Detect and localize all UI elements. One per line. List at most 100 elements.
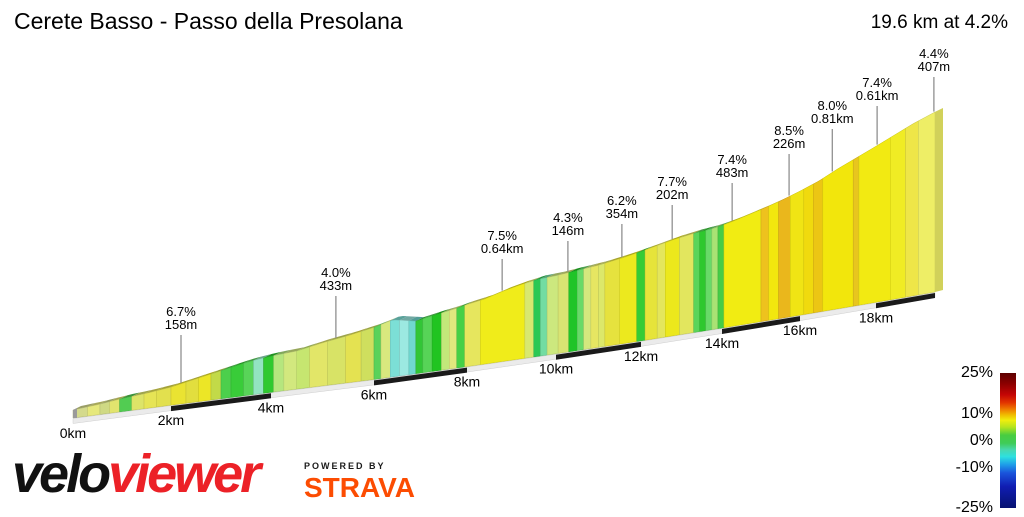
profile-segment-top	[449, 304, 465, 311]
profile-segment	[390, 319, 400, 378]
brand-viewer: viewer	[108, 444, 261, 504]
profile-segment	[619, 252, 637, 345]
profile-segment	[546, 274, 559, 356]
profile-segment	[131, 393, 145, 411]
profile-segment-top	[636, 246, 654, 253]
profile-segment-top	[283, 347, 305, 354]
x-axis-label: 18km	[859, 309, 893, 325]
profile-segment	[905, 120, 919, 298]
profile-segment-top	[422, 311, 441, 319]
profile-segment	[852, 155, 860, 307]
profile-segment	[665, 237, 680, 338]
profile-segment-top	[408, 316, 424, 322]
profile-segment	[760, 205, 770, 322]
profile-segment	[778, 195, 791, 319]
profile-segment	[464, 300, 481, 368]
x-axis-black-bar	[556, 341, 641, 360]
gradient-annotation: 8.5% 226m	[773, 123, 806, 151]
profile-segment	[456, 305, 465, 369]
x-axis-label: 4km	[258, 399, 284, 415]
profile-segment	[422, 315, 433, 373]
profile-segment	[557, 272, 569, 354]
profile-segment-top	[253, 354, 272, 361]
profile-segment	[693, 231, 700, 333]
profile-segment-top	[583, 263, 599, 269]
profile-segment	[408, 320, 417, 375]
profile-segment	[890, 127, 906, 301]
profile-segment-top	[99, 397, 118, 405]
profile-segment	[119, 396, 133, 413]
profile-segment	[399, 319, 410, 377]
profile-segment-top	[598, 259, 613, 266]
profile-segment	[768, 201, 779, 321]
profile-segment	[636, 249, 646, 342]
profile-segment	[918, 111, 936, 296]
profile-segment	[345, 331, 362, 384]
profile-segment	[441, 310, 450, 371]
profile-segment-top	[540, 273, 556, 279]
profile-segment	[540, 277, 548, 357]
x-axis-black-bar	[171, 393, 271, 412]
x-axis-label: 14km	[705, 335, 739, 351]
profile-end-cap	[935, 108, 943, 292]
profile-segment	[263, 355, 274, 394]
profile-segment	[590, 264, 599, 349]
profile-segment	[790, 188, 805, 318]
profile-segment-top	[533, 274, 549, 281]
profile-segment-top	[415, 314, 431, 322]
profile-segment	[156, 386, 172, 408]
profile-segment-top	[619, 249, 645, 259]
legend-tick-label: -25%	[955, 499, 993, 516]
profile-segment-top	[131, 389, 153, 397]
profile-segment	[296, 346, 310, 390]
profile-segment	[656, 242, 666, 339]
profile-segment-top	[186, 374, 207, 383]
powered-by-label: POWERED BY	[304, 461, 386, 471]
profile-segment	[705, 228, 713, 331]
profile-segment-top	[296, 342, 318, 352]
profile-segment	[273, 353, 285, 393]
legend-tick-label: 10%	[960, 404, 993, 422]
profile-segment-top	[679, 229, 702, 238]
gradient-annotation: 7.7% 202m	[656, 174, 689, 202]
chart-title: Cerete Basso - Passo della Presolana	[14, 8, 403, 34]
profile-segment-top	[441, 306, 458, 313]
powered-by-strava: POWERED BY STRAVA	[304, 461, 415, 504]
profile-segment-top	[568, 266, 586, 273]
chart-summary: 19.6 km at 4.2%	[870, 12, 1008, 33]
profile-segment	[803, 183, 814, 315]
profile-segment	[813, 178, 824, 314]
profile-segment-top	[723, 205, 769, 225]
profile-segment-top	[119, 392, 140, 400]
profile-segment	[253, 357, 264, 395]
profile-segment-top	[464, 296, 489, 306]
profile-start-cap	[73, 408, 77, 418]
profile-segment-top	[524, 276, 542, 284]
profile-segment	[449, 307, 458, 370]
profile-segment-top	[699, 226, 714, 232]
profile-segment	[109, 398, 120, 414]
profile-segment-top	[156, 383, 179, 391]
profile-segment-top	[693, 227, 708, 234]
profile-segment	[143, 390, 157, 409]
profile-segment-top	[432, 308, 450, 316]
strava-logo: STRAVA	[304, 472, 415, 503]
legend-color-bar	[1000, 373, 1016, 508]
profile-segment-top	[144, 386, 165, 394]
gradient-annotation: 8.0% 0.81km	[811, 98, 854, 126]
profile-segment	[822, 159, 854, 312]
profile-segment	[604, 258, 620, 347]
profile-segment-top	[87, 400, 108, 407]
profile-segment	[99, 401, 110, 415]
profile-segment	[283, 350, 297, 391]
veloviewer-logo: veloviewer	[12, 444, 261, 504]
profile-segment	[644, 245, 658, 341]
gradient-annotation: 7.4% 0.61km	[856, 75, 899, 103]
profile-segment	[243, 360, 254, 397]
profile-segment	[185, 377, 199, 404]
profile-segment	[699, 230, 707, 332]
profile-segment-top	[171, 378, 194, 388]
profile-segment	[568, 270, 578, 353]
